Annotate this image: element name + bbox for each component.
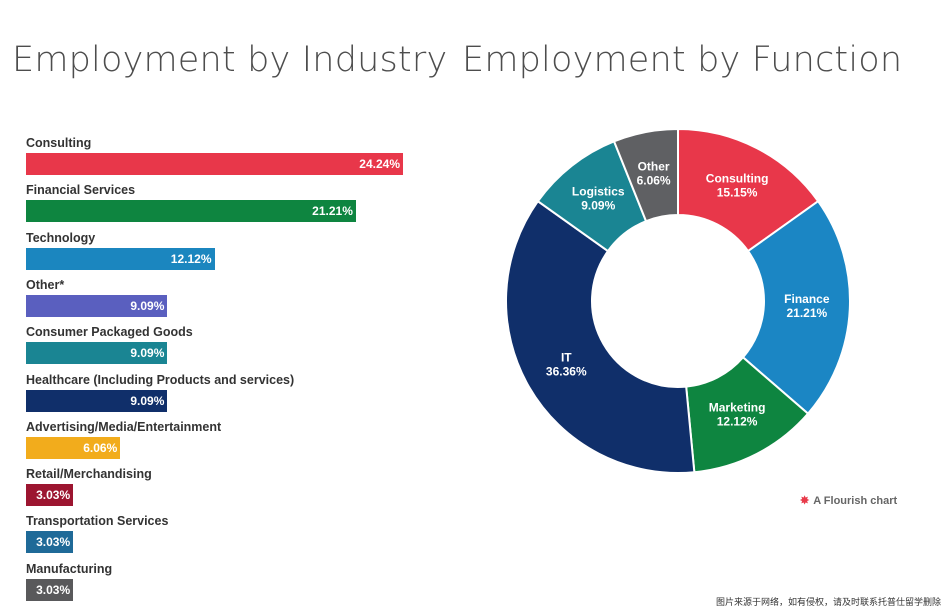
- bar-category-label: Transportation Services: [26, 514, 169, 529]
- bar-row: Consulting 24.24%: [26, 136, 426, 182]
- bar-category-label: Manufacturing: [26, 561, 113, 576]
- slice-name-label: IT: [561, 351, 572, 365]
- slice-value-label: 6.06%: [637, 173, 671, 187]
- flourish-logo-icon: ✸: [800, 495, 810, 507]
- industry-bar-chart: Consulting 24.24% Financial Services 21.21%…: [26, 136, 426, 606]
- slice-name-label: Finance: [784, 292, 830, 306]
- bar-value-label: 9.09%: [130, 393, 165, 408]
- bar-value-label: 9.09%: [130, 346, 165, 361]
- bar-value-label: 3.03%: [36, 488, 71, 503]
- bar-row: Advertising/Media/Entertainment 6.06%: [26, 420, 426, 466]
- bar[interactable]: 12.12%: [26, 247, 215, 270]
- bar-value-label: 6.06%: [83, 440, 118, 455]
- bar-category-label: Technology: [26, 230, 96, 245]
- bar[interactable]: 3.03%: [26, 484, 74, 507]
- bar-category-label: Other*: [26, 277, 65, 292]
- flourish-credit-label: A Flourish chart: [813, 494, 898, 507]
- image-source-watermark: 图片来源于网络，如有侵权，请及时联系托普仕留学删除: [715, 598, 941, 608]
- bar-row: Consumer Packaged Goods 9.09%: [26, 325, 426, 371]
- bar[interactable]: 9.09%: [26, 342, 168, 365]
- slice-value-label: 21.21%: [787, 306, 828, 320]
- bar[interactable]: 3.03%: [26, 531, 74, 554]
- bar-value-label: 24.24%: [359, 157, 400, 171]
- bar[interactable]: 9.09%: [26, 294, 168, 317]
- slice-name-label: Logistics: [572, 185, 625, 199]
- bar-value-label: 9.09%: [130, 298, 165, 313]
- bar-category-label: Consumer Packaged Goods: [26, 325, 193, 340]
- bar-category-label: Healthcare (Including Products and servi…: [26, 372, 295, 387]
- slice-value-label: 12.12%: [717, 415, 758, 429]
- bar-value-label: 12.12%: [170, 251, 212, 266]
- slice-value-label: 15.15%: [717, 185, 758, 199]
- bar-value-label: 3.03%: [36, 535, 71, 550]
- flourish-credit[interactable]: ✸ A Flourish chart: [800, 494, 898, 508]
- bar-row: Manufacturing 3.03%: [26, 562, 426, 608]
- bar[interactable]: 3.03%: [26, 578, 74, 601]
- bar-chart-title: Employment by Industry: [12, 40, 448, 80]
- bar-row: Other* 9.09%: [26, 278, 426, 324]
- bar[interactable]: 6.06%: [26, 436, 121, 459]
- bar-row: Retail/Merchandising 3.03%: [26, 467, 426, 513]
- donut-chart-title: Employment by Function: [462, 40, 903, 80]
- bar-row: Transportation Services 3.03%: [26, 514, 426, 560]
- slice-value-label: 9.09%: [581, 199, 615, 213]
- bar-row: Healthcare (Including Products and servi…: [26, 373, 426, 419]
- slice-value-label: 36.36%: [546, 365, 587, 379]
- bar-value-label: 3.03%: [36, 582, 71, 597]
- bar-value-label: 21.21%: [312, 204, 353, 219]
- bar-category-label: Retail/Merchandising: [26, 467, 152, 482]
- bar-category-label: Advertising/Media/Entertainment: [26, 419, 222, 434]
- bar-category-label: Consulting: [26, 136, 92, 150]
- bar-row: Technology 12.12%: [26, 231, 426, 277]
- donut-slice[interactable]: [741, 199, 851, 416]
- bar-row: Financial Services 21.21%: [26, 183, 426, 229]
- bar[interactable]: 9.09%: [26, 389, 168, 412]
- slice-name-label: Other: [638, 159, 670, 173]
- donut-slice[interactable]: [505, 199, 696, 474]
- bar[interactable]: 24.24%: [26, 153, 403, 175]
- slice-name-label: Marketing: [709, 401, 766, 415]
- bar[interactable]: 21.21%: [26, 200, 356, 223]
- bar-category-label: Financial Services: [26, 183, 136, 198]
- donut-slice[interactable]: [612, 127, 679, 223]
- slice-name-label: Consulting: [706, 171, 769, 185]
